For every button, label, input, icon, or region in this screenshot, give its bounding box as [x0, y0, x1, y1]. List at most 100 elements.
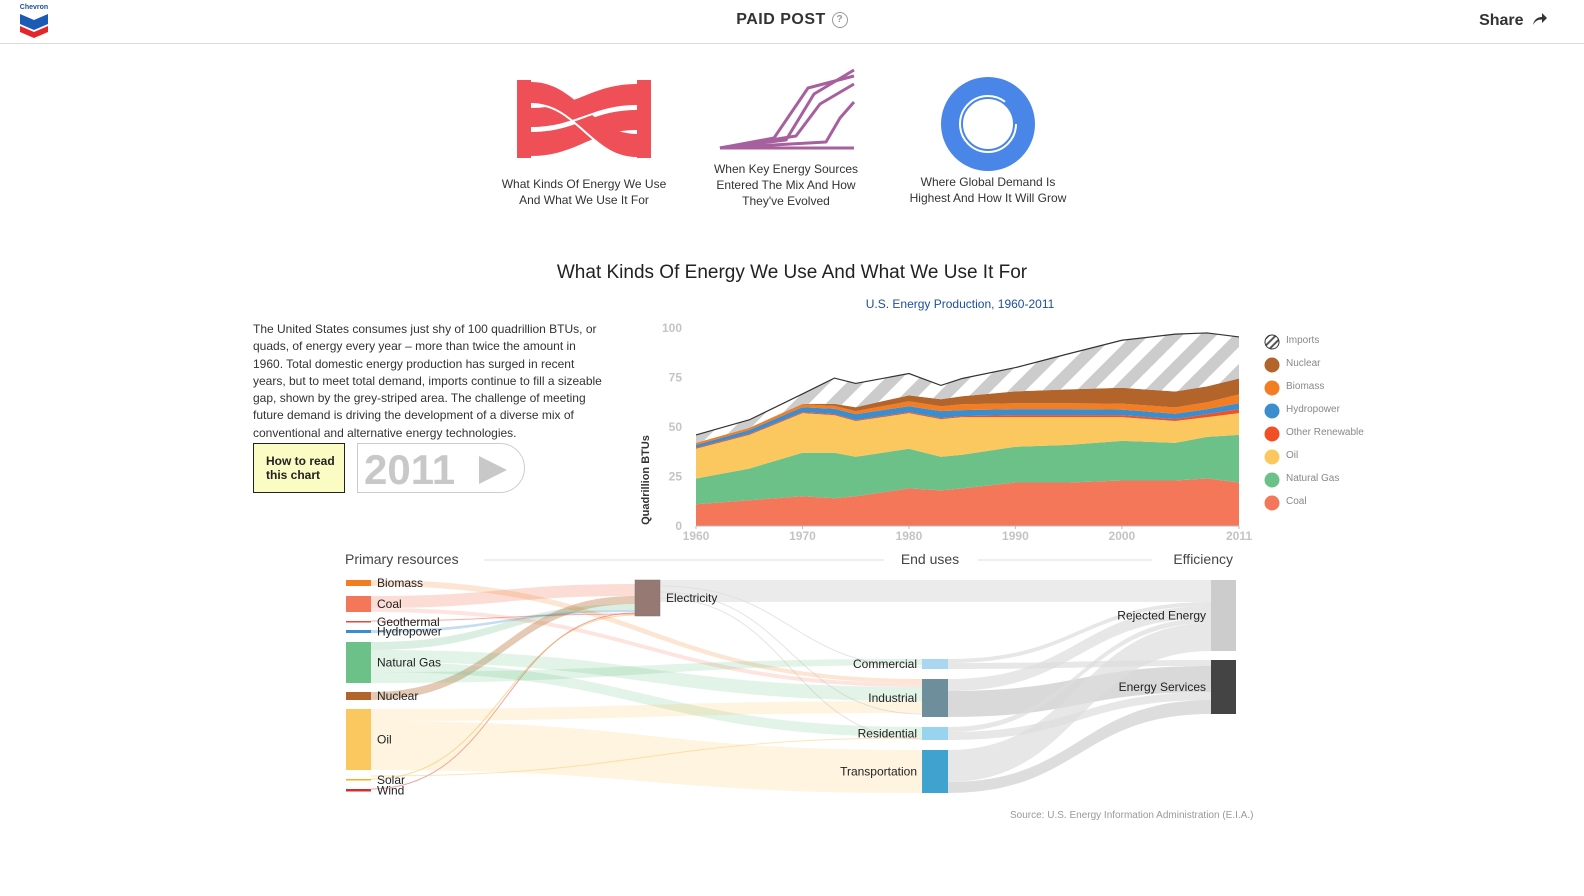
link-commercial-rejected[interactable]	[948, 602, 1211, 663]
sankey-icon	[517, 80, 651, 159]
link-oil-transportation[interactable]	[371, 721, 922, 793]
end-use-node-label: Commercial	[853, 657, 917, 671]
legend-swatch	[1264, 449, 1280, 465]
source-node-geothermal[interactable]: Geothermal	[346, 615, 440, 629]
source-node-label: Nuclear	[377, 689, 418, 703]
tile-energy-use[interactable]: What Kinds Of Energy We Use And What We …	[484, 76, 684, 208]
how-to-read-button[interactable]: How to read this chart	[253, 443, 345, 493]
legend-item-oil[interactable]: Oil	[1264, 449, 1299, 465]
tile-energy-use-line1: What Kinds Of Energy We Use	[501, 177, 667, 191]
tile-global-demand-line2: Highest And How It Will Grow	[909, 191, 1067, 205]
source-node-coal[interactable]: Coal	[346, 596, 402, 612]
year-play-button[interactable]: 2011	[357, 443, 525, 493]
area-imports[interactable]	[696, 332, 1239, 443]
link-geothermal-electricity[interactable]	[370, 613, 636, 622]
x-tick-label: 1990	[1002, 529, 1029, 543]
end-use-node-residential[interactable]: Residential	[858, 727, 948, 741]
end-use-node-bar	[922, 659, 948, 669]
legend-label: Imports	[1286, 335, 1319, 346]
legend-item-natural-gas[interactable]: Natural Gas	[1264, 472, 1340, 488]
area-natural-gas[interactable]	[696, 434, 1239, 505]
end-use-node-commercial[interactable]: Commercial	[853, 657, 948, 671]
efficiency-node-label: Energy Services	[1119, 680, 1206, 694]
help-icon[interactable]: ?	[831, 12, 848, 28]
end-use-node-industrial[interactable]: Industrial	[868, 679, 948, 717]
sankey-label-efficiency: Efficiency	[1173, 551, 1233, 567]
area-oil[interactable]	[696, 413, 1239, 479]
legend-item-imports[interactable]: Imports	[1264, 334, 1319, 350]
area-coal[interactable]	[696, 478, 1239, 526]
source-note: Source: U.S. Energy Information Administ…	[1010, 810, 1254, 821]
source-node-solar[interactable]: Solar	[346, 773, 405, 787]
link-solar-electricity[interactable]	[370, 614, 636, 780]
source-node-label: Biomass	[377, 576, 423, 590]
source-node-hydropower[interactable]: Hydropower	[346, 625, 442, 639]
chevron-logo[interactable]: Chevron	[18, 4, 50, 38]
section-title: What Kinds Of Energy We Use And What We …	[556, 262, 1028, 283]
source-node-bar	[346, 580, 371, 586]
efficiency-node-bar	[1211, 660, 1236, 714]
link-coal-industrial[interactable]	[371, 608, 922, 687]
link-coal-electricity[interactable]	[371, 584, 635, 608]
efficiency-node-rejected-energy[interactable]: Rejected Energy	[1117, 580, 1236, 651]
chevron-logo-icon	[20, 14, 48, 38]
link-nuclear-electricity[interactable]	[371, 596, 635, 700]
top-bar: Chevron PAID POST? Share	[0, 0, 1584, 44]
tile-key-sources-line1: When Key Energy Sources	[713, 162, 859, 176]
legend-swatch	[1264, 357, 1280, 373]
legend-item-biomass[interactable]: Biomass	[1264, 380, 1325, 396]
y-tick-label: 25	[669, 470, 683, 484]
link-oil-residential[interactable]	[370, 737, 923, 777]
source-node-bar	[346, 692, 371, 700]
legend-swatch	[1264, 495, 1280, 511]
link-electricity-residential[interactable]	[659, 597, 923, 740]
area-nuclear[interactable]	[696, 378, 1239, 443]
link-oil-industrial[interactable]	[371, 701, 922, 721]
sankey-label-enduses: End uses	[901, 551, 959, 567]
play-icon	[479, 456, 507, 484]
efficiency-node-energy-services[interactable]: Energy Services	[1119, 660, 1236, 714]
sankey-label-primary: Primary resources	[345, 551, 459, 567]
total-demand-line	[695, 332, 1240, 436]
area-chart: U.S. Energy Production, 1960-2011 Quadri…	[640, 297, 1365, 543]
legend-label: Other Renewable	[1286, 427, 1364, 438]
link-gas-electricity[interactable]	[371, 604, 635, 650]
tile-key-sources[interactable]: When Key Energy Sources Entered The Mix …	[686, 68, 886, 209]
link-biomass-industrial[interactable]	[371, 580, 922, 683]
legend-item-other-renewable[interactable]: Other Renewable	[1264, 426, 1365, 442]
end-use-node-label: Transportation	[840, 765, 917, 779]
source-node-bar	[346, 642, 371, 683]
tile-global-demand[interactable]: Where Global Demand Is Highest And How I…	[888, 74, 1088, 206]
section-body: The United States consumes just shy of 1…	[253, 322, 602, 440]
link-gas-residential[interactable]	[371, 662, 922, 737]
link-transportation-rejected[interactable]	[948, 623, 1211, 782]
legend-item-coal[interactable]: Coal	[1264, 495, 1307, 511]
source-node-wind[interactable]: Wind	[346, 783, 404, 797]
source-node-label: Geothermal	[377, 615, 440, 629]
source-node-bar	[346, 596, 371, 612]
legend-item-nuclear[interactable]: Nuclear	[1264, 357, 1322, 373]
link-gas-industrial[interactable]	[371, 650, 922, 701]
share-button[interactable]: Share	[1479, 12, 1548, 30]
link-electricity-rejected[interactable]	[660, 580, 1211, 602]
link-transportation-services[interactable]	[948, 700, 1211, 793]
source-node-nuclear[interactable]: Nuclear	[346, 689, 418, 703]
area-hydropower[interactable]	[696, 403, 1239, 448]
end-use-node-label: Residential	[858, 727, 917, 741]
link-gas-commercial[interactable]	[371, 659, 922, 683]
legend-item-hydropower[interactable]: Hydropower	[1264, 403, 1341, 419]
source-node-biomass[interactable]: Biomass	[346, 576, 423, 590]
source-node-bar	[346, 621, 371, 623]
link-residential-rejected[interactable]	[948, 618, 1211, 732]
share-label: Share	[1479, 12, 1524, 29]
end-use-node-transportation[interactable]: Transportation	[840, 750, 948, 793]
link-industrial-rejected[interactable]	[948, 606, 1211, 691]
source-node-oil[interactable]: Oil	[346, 709, 392, 770]
link-wind-electricity[interactable]	[370, 612, 636, 790]
source-node-natural-gas[interactable]: Natural Gas	[346, 642, 441, 683]
legend-label: Nuclear	[1286, 358, 1321, 369]
link-hydro-electricity[interactable]	[371, 610, 635, 633]
x-tick-label: 1960	[683, 529, 710, 543]
area-biomass[interactable]	[696, 394, 1239, 445]
node-electricity[interactable]: Electricity	[634, 579, 717, 617]
